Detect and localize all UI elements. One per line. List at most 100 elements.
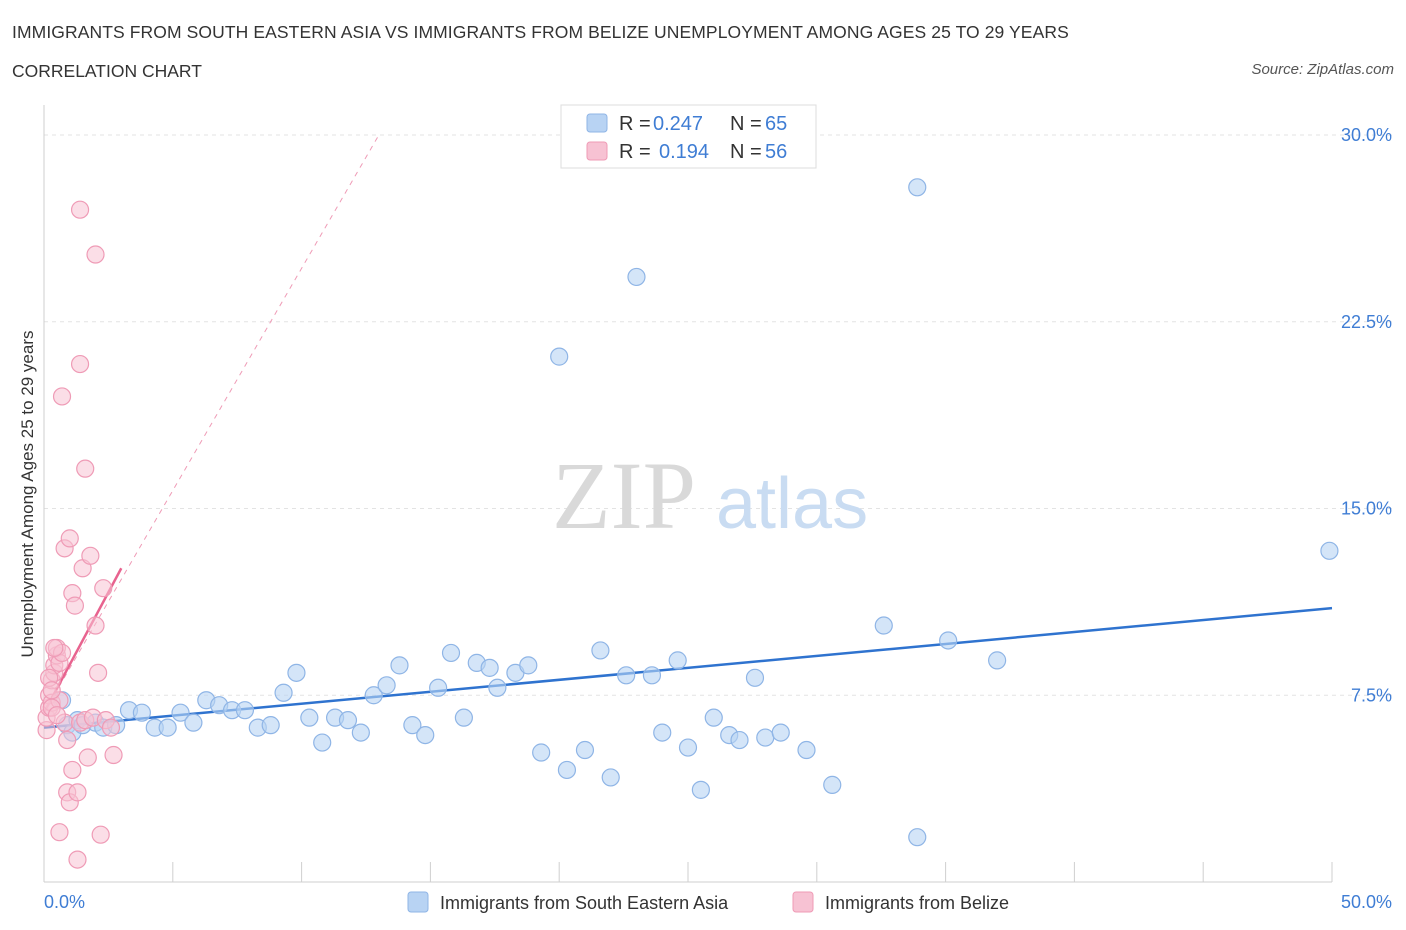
data-point-belize	[86, 616, 105, 635]
data-point-south-eastern-asia	[730, 730, 749, 750]
legend-n-value-pink: 56	[765, 141, 787, 163]
data-point-south-eastern-asia	[184, 713, 203, 732]
data-point-south-eastern-asia	[745, 668, 765, 687]
bottom-legend-label-blue: Immigrants from South Eastern Asia	[440, 893, 729, 913]
data-point-south-eastern-asia	[287, 663, 306, 682]
correlation-legend: R = 0.247 N = 65 R = 0.194 N = 56	[560, 104, 817, 169]
data-point-south-eastern-asia	[313, 733, 332, 752]
data-point-south-eastern-asia	[601, 768, 620, 787]
data-point-south-eastern-asia	[300, 708, 319, 727]
data-point-south-eastern-asia	[261, 716, 280, 735]
y-tick-label: 7.5%	[1351, 685, 1392, 705]
data-point-belize	[76, 459, 95, 478]
data-point-south-eastern-asia	[235, 701, 255, 720]
data-point-belize	[91, 825, 110, 844]
data-point-south-eastern-asia	[617, 666, 636, 685]
data-point-south-eastern-asia	[642, 666, 662, 685]
chart-subtitle: CORRELATION CHART	[12, 61, 202, 81]
data-point-belize	[65, 596, 85, 615]
data-point-belize	[68, 850, 87, 869]
data-point-south-eastern-asia	[351, 723, 370, 742]
data-point-south-eastern-asia	[532, 743, 551, 762]
data-point-south-eastern-asia	[403, 716, 422, 735]
trendline-belize-extended	[43, 134, 380, 713]
data-point-south-eastern-asia	[454, 708, 473, 727]
watermark-atlas: atlas	[716, 464, 868, 544]
data-point-south-eastern-asia	[364, 686, 383, 705]
data-point-south-eastern-asia	[480, 658, 499, 677]
x-tick-label-min: 0.0%	[44, 892, 85, 912]
data-point-south-eastern-asia	[797, 740, 816, 760]
data-point-south-eastern-asia	[488, 678, 507, 697]
data-point-belize	[101, 718, 121, 737]
data-point-belize	[88, 663, 108, 682]
axes	[43, 105, 1332, 883]
legend-r-value-pink: 0.194	[659, 141, 709, 163]
data-point-belize	[58, 730, 77, 750]
data-point-belize	[52, 387, 72, 406]
data-point-south-eastern-asia	[274, 683, 293, 702]
data-point-south-eastern-asia	[550, 347, 569, 366]
data-point-south-eastern-asia	[429, 678, 448, 697]
series-belize	[37, 200, 123, 869]
data-point-south-eastern-asia	[557, 760, 577, 780]
data-point-south-eastern-asia	[591, 641, 610, 660]
data-point-belize	[94, 579, 113, 598]
legend-swatch-blue	[586, 113, 608, 133]
data-point-belize	[68, 783, 87, 802]
y-tick-label: 30.0%	[1341, 125, 1392, 145]
legend-n-value-blue: 65	[765, 113, 787, 135]
data-point-belize	[78, 748, 97, 767]
data-point-belize	[81, 546, 100, 565]
data-point-south-eastern-asia	[653, 723, 672, 742]
data-point-south-eastern-asia	[338, 711, 358, 730]
y-axis-label: Unemployment Among Ages 25 to 29 years	[18, 331, 37, 658]
source-credit: Source: ZipAtlas.com	[1251, 61, 1394, 78]
data-point-belize	[63, 760, 82, 780]
data-point-south-eastern-asia	[390, 656, 409, 675]
legend-r-value-blue: 0.247	[653, 113, 703, 135]
data-point-belize	[60, 529, 79, 548]
data-point-south-eastern-asia	[377, 676, 396, 695]
data-point-south-eastern-asia	[575, 740, 595, 760]
data-point-belize	[70, 200, 90, 219]
data-point-south-eastern-asia	[756, 728, 775, 747]
data-point-south-eastern-asia	[771, 723, 790, 742]
data-point-south-eastern-asia	[704, 708, 723, 727]
series-legend: Immigrants from South Eastern Asia Immig…	[407, 891, 1009, 913]
legend-n-label-pink: N =	[730, 141, 762, 163]
data-point-south-eastern-asia	[691, 780, 710, 799]
data-point-south-eastern-asia	[908, 178, 927, 197]
watermark-zip: ZIP	[552, 442, 696, 549]
trendline-south-eastern-asia	[43, 606, 1333, 729]
data-point-belize	[104, 745, 123, 765]
y-tick-label: 22.5%	[1341, 312, 1392, 332]
data-point-belize	[50, 823, 69, 842]
legend-swatch-pink	[586, 141, 608, 161]
data-point-south-eastern-asia	[939, 631, 958, 650]
legend-r-label-blue: R =	[619, 113, 651, 135]
y-tick-label: 15.0%	[1341, 499, 1392, 519]
data-point-belize	[42, 681, 61, 700]
data-point-south-eastern-asia	[132, 703, 151, 722]
data-point-south-eastern-asia	[874, 616, 893, 635]
gridlines	[43, 134, 1395, 882]
data-point-south-eastern-asia	[158, 718, 177, 737]
legend-n-label-blue: N =	[730, 113, 762, 135]
watermark: ZIP atlas	[552, 442, 868, 549]
bottom-legend-swatch-pink	[792, 891, 814, 913]
data-point-south-eastern-asia	[908, 828, 927, 847]
data-point-south-eastern-asia	[441, 643, 461, 663]
chart-title: IMMIGRANTS FROM SOUTH EASTERN ASIA VS IM…	[12, 22, 1069, 42]
data-point-belize	[70, 354, 90, 374]
data-point-south-eastern-asia	[171, 703, 190, 722]
trendlines	[42, 134, 1333, 729]
x-tick-label-max: 50.0%	[1341, 892, 1392, 912]
data-point-south-eastern-asia	[1320, 541, 1339, 560]
data-point-belize	[47, 706, 66, 725]
y-tick-labels: 7.5% 15.0% 22.5% 30.0%	[1341, 125, 1392, 705]
data-point-south-eastern-asia	[678, 738, 698, 757]
bottom-legend-label-pink: Immigrants from Belize	[825, 893, 1009, 913]
data-point-belize	[45, 638, 64, 658]
